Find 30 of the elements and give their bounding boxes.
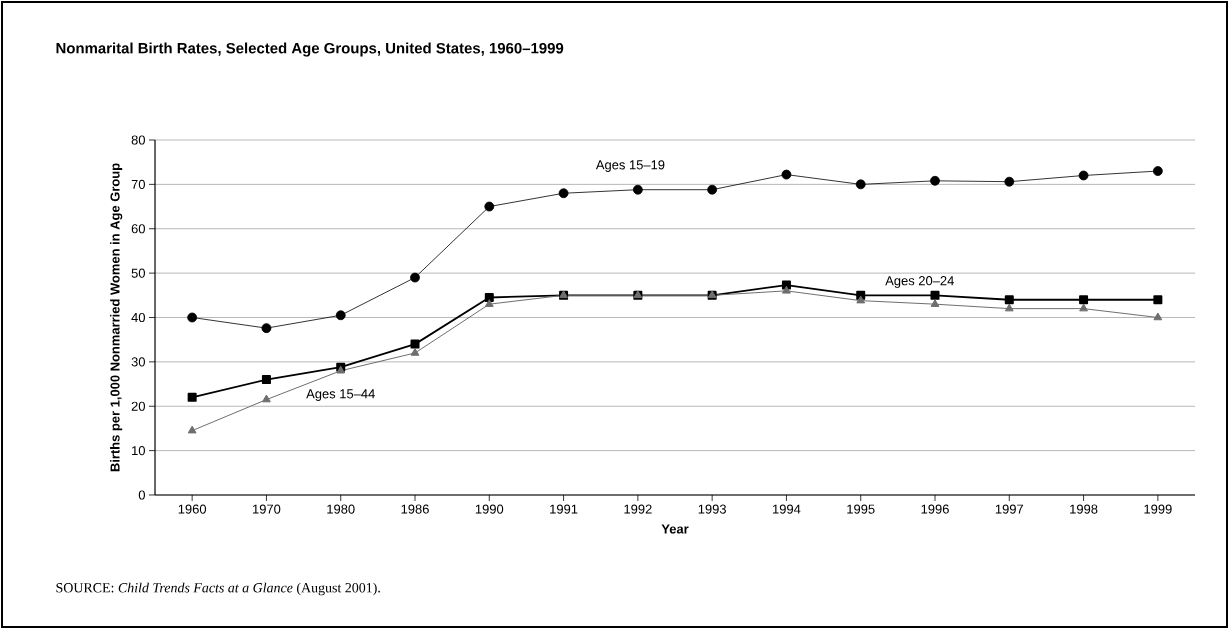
x-tick-label: 1997 bbox=[995, 504, 1024, 514]
chart-title: Nonmarital Birth Rates, Selected Age Groups, United States, 1960–1999 bbox=[56, 42, 564, 57]
series-label: Ages 20–24 bbox=[885, 276, 954, 288]
x-tick-label: 1993 bbox=[698, 504, 726, 514]
x-tick-label: 1994 bbox=[773, 504, 801, 514]
x-tick-label: 1996 bbox=[921, 504, 949, 514]
y-tick-label: 40 bbox=[131, 312, 145, 323]
source-note: SOURCE: Child Trends Facts at a Glance (August 2001). bbox=[56, 582, 380, 596]
y-tick-label: 0 bbox=[138, 490, 145, 500]
series-label: Ages 15–19 bbox=[595, 160, 665, 172]
x-tick-label: 1995 bbox=[847, 504, 875, 514]
y-tick-label: 70 bbox=[131, 179, 145, 189]
x-tick-label: 1980 bbox=[327, 504, 355, 514]
x-tick-label: 1991 bbox=[550, 504, 578, 514]
y-axis-title: Births per 1,000 Nonmarried Women in Age Group bbox=[110, 163, 123, 472]
x-tick-label: 1986 bbox=[401, 504, 429, 514]
x-tick-label: 1999 bbox=[1144, 504, 1172, 514]
y-tick-label: 10 bbox=[132, 446, 145, 456]
series-label: Ages 15–44 bbox=[306, 389, 375, 401]
y-tick-label: 30 bbox=[131, 357, 145, 367]
x-axis-title: Year bbox=[661, 524, 689, 534]
x-tick-label: 1998 bbox=[1070, 504, 1098, 514]
y-tick-label: 80 bbox=[131, 135, 145, 145]
x-tick-label: 1990 bbox=[475, 504, 504, 514]
y-tick-label: 20 bbox=[131, 401, 145, 411]
y-tick-label: 50 bbox=[131, 268, 145, 278]
x-tick-label: 1960 bbox=[178, 504, 207, 514]
x-tick-label: 1992 bbox=[624, 504, 652, 514]
y-tick-label: 60 bbox=[131, 224, 145, 234]
x-tick-label: 1970 bbox=[253, 504, 281, 514]
